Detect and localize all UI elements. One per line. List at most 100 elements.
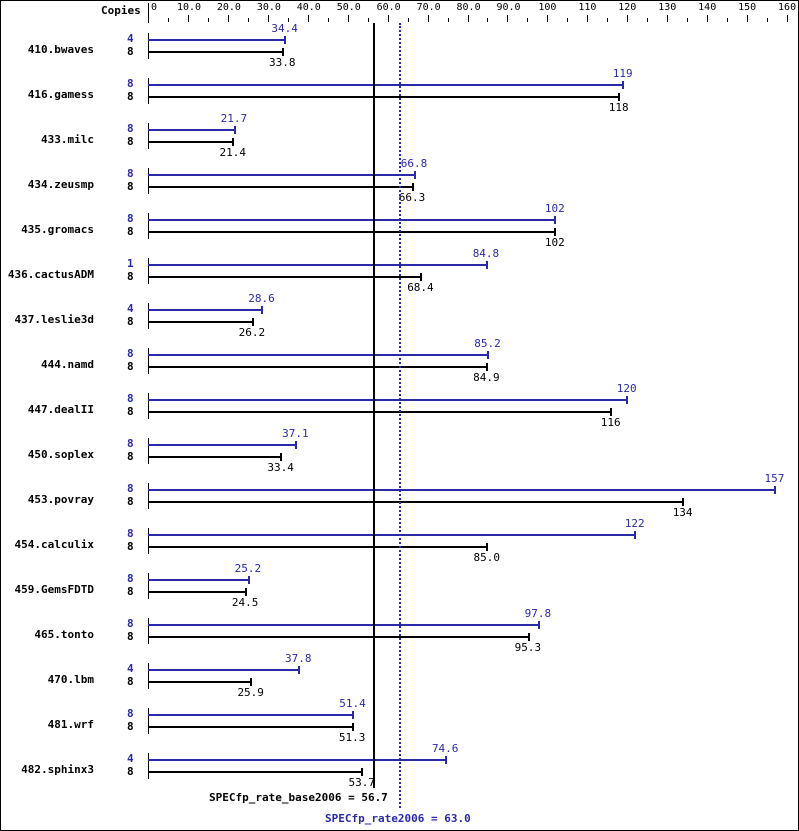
axis-minor-tick bbox=[448, 18, 449, 22]
base-value-label: 26.2 bbox=[238, 326, 266, 339]
peak-bar-end bbox=[485, 261, 488, 269]
peak-bar-end bbox=[537, 621, 540, 629]
peak-value-label: 120 bbox=[616, 382, 637, 395]
peak-bar-end bbox=[233, 126, 236, 134]
base-copies: 8 bbox=[127, 765, 134, 778]
base-bar bbox=[148, 276, 422, 278]
peak-bar bbox=[148, 174, 415, 176]
peak-value-label: 66.8 bbox=[400, 157, 428, 170]
axis-tick-label: 160 bbox=[778, 2, 797, 13]
row-axis-line bbox=[148, 753, 149, 779]
axis-major-tick bbox=[707, 15, 708, 22]
peak-value-label: 51.4 bbox=[339, 697, 366, 710]
base-summary-label: SPECfp_rate_base2006 = 56.7 bbox=[209, 791, 388, 804]
base-bar bbox=[148, 51, 283, 53]
base-bar-end bbox=[281, 48, 284, 56]
axis-major-tick bbox=[587, 15, 588, 22]
axis-tick-label: 110 bbox=[578, 2, 597, 13]
axis-major-tick bbox=[747, 15, 748, 22]
base-bar-end bbox=[554, 228, 557, 236]
axis-tick-label: 150 bbox=[738, 2, 757, 13]
benchmark-label: 435.gromacs bbox=[21, 223, 94, 236]
benchmark-label: 459.GemsFDTD bbox=[14, 583, 94, 596]
axis-minor-tick bbox=[248, 18, 249, 22]
peak-mean-line bbox=[398, 23, 401, 808]
base-copies: 8 bbox=[127, 495, 134, 508]
peak-bar bbox=[148, 444, 297, 446]
row-axis-line bbox=[148, 483, 149, 509]
axis-tick-label: 70.0 bbox=[416, 2, 441, 13]
base-value-label: 85.0 bbox=[473, 551, 500, 564]
base-value-label: 24.5 bbox=[231, 596, 259, 609]
peak-copies: 8 bbox=[127, 167, 134, 180]
peak-value-label: 97.8 bbox=[524, 607, 552, 620]
peak-bar-end bbox=[774, 486, 777, 494]
base-bar-end bbox=[486, 363, 489, 371]
base-value-label: 102 bbox=[544, 236, 565, 249]
peak-bar-end bbox=[284, 36, 287, 44]
peak-copies: 8 bbox=[127, 482, 134, 495]
peak-value-label: 37.8 bbox=[284, 652, 312, 665]
peak-bar bbox=[148, 219, 556, 221]
axis-major-tick bbox=[308, 15, 309, 22]
peak-value-label: 74.6 bbox=[431, 742, 459, 755]
row-axis-line bbox=[148, 663, 149, 689]
base-copies: 8 bbox=[127, 180, 134, 193]
peak-bar-end bbox=[626, 396, 629, 404]
base-bar bbox=[148, 501, 684, 503]
peak-value-label: 28.6 bbox=[248, 292, 275, 305]
base-bar-end bbox=[280, 453, 283, 461]
benchmark-label: 410.bwaves bbox=[27, 43, 94, 56]
peak-bar bbox=[148, 84, 624, 86]
axis-major-tick bbox=[547, 15, 548, 22]
peak-value-label: 84.8 bbox=[472, 247, 500, 260]
axis-tick-label: 10.0 bbox=[176, 2, 202, 13]
peak-summary-label: SPECfp_rate2006 = 63.0 bbox=[325, 812, 471, 825]
base-bar-end bbox=[618, 93, 621, 101]
axis-minor-tick bbox=[328, 18, 329, 22]
axis-minor-tick bbox=[288, 18, 289, 22]
base-bar-end bbox=[351, 723, 354, 731]
benchmark-label: 481.wrf bbox=[47, 718, 94, 731]
base-bar-end bbox=[527, 633, 530, 641]
benchmark-label: 434.zeusmp bbox=[27, 178, 94, 191]
axis-minor-tick bbox=[368, 18, 369, 22]
row-axis-line bbox=[148, 393, 149, 419]
peak-copies: 8 bbox=[127, 347, 134, 360]
benchmark-label: 437.leslie3d bbox=[14, 313, 94, 326]
row-axis-line bbox=[148, 258, 149, 284]
benchmark-label: 444.namd bbox=[41, 358, 94, 371]
row-axis-line bbox=[148, 213, 149, 239]
base-bar bbox=[148, 636, 529, 638]
peak-bar-end bbox=[297, 666, 300, 674]
row-axis-line bbox=[148, 168, 149, 194]
benchmark-label: 436.cactusADM bbox=[7, 268, 94, 281]
peak-bar-end bbox=[554, 216, 557, 224]
benchmark-label: 433.milc bbox=[41, 133, 94, 146]
base-bar bbox=[148, 456, 282, 458]
base-bar-end bbox=[610, 408, 613, 416]
peak-bar-end bbox=[261, 306, 264, 314]
base-copies: 8 bbox=[127, 360, 134, 373]
base-copies: 8 bbox=[127, 675, 134, 688]
axis-minor-tick bbox=[727, 18, 728, 22]
base-value-label: 118 bbox=[608, 101, 629, 114]
axis-minor-tick bbox=[208, 18, 209, 22]
base-value-label: 116 bbox=[600, 416, 621, 429]
base-copies: 8 bbox=[127, 135, 134, 148]
peak-value-label: 157 bbox=[764, 472, 785, 485]
peak-copies: 1 bbox=[127, 257, 134, 270]
base-bar-end bbox=[411, 183, 414, 191]
peak-copies: 8 bbox=[127, 572, 134, 585]
axis-tick-label: 100 bbox=[538, 2, 557, 13]
base-copies: 8 bbox=[127, 585, 134, 598]
peak-copies: 4 bbox=[127, 752, 134, 765]
axis-tick-label: 30.0 bbox=[256, 2, 281, 13]
row-axis-line bbox=[148, 438, 149, 464]
peak-value-label: 85.2 bbox=[474, 337, 501, 350]
row-axis-line bbox=[148, 303, 149, 329]
peak-bar-end bbox=[247, 576, 250, 584]
axis-major-tick bbox=[268, 15, 269, 22]
peak-copies: 4 bbox=[127, 662, 134, 675]
base-bar bbox=[148, 186, 413, 188]
